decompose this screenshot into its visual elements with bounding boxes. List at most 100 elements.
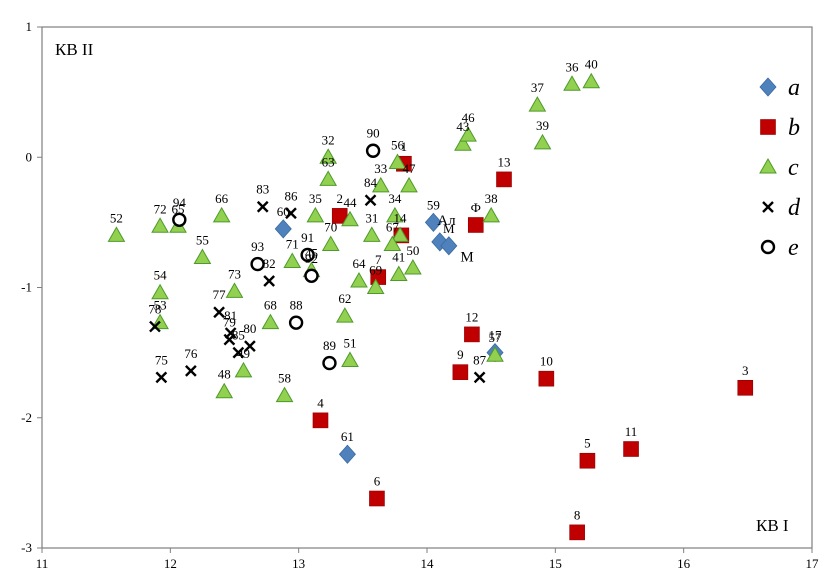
point-label: 79	[223, 315, 236, 330]
point-label: 69	[369, 263, 382, 278]
point-c-68	[261, 313, 280, 330]
legend-label: e	[788, 235, 799, 261]
point-label: 72	[154, 201, 167, 216]
point-c-40	[582, 72, 601, 89]
point-c-70	[321, 235, 340, 252]
point-label: 87	[473, 352, 487, 367]
y-tick-label: 1	[26, 19, 33, 34]
annotation-label: Ал	[437, 213, 456, 229]
point-d-87	[473, 371, 486, 384]
point-b-5	[579, 452, 596, 469]
point-label: 78	[148, 302, 161, 317]
point-label: 82	[263, 256, 276, 271]
point-d-76	[185, 365, 197, 377]
point-label: 36	[566, 59, 580, 74]
point-label: 62	[338, 291, 351, 306]
point-label: 2	[336, 191, 343, 206]
point-b-4	[312, 412, 329, 429]
point-label: 59	[427, 197, 440, 212]
legend-label: a	[788, 75, 800, 101]
point-label: 3	[742, 363, 749, 378]
point-e-88	[288, 315, 304, 330]
point-label: 5	[584, 436, 591, 451]
point-label: 90	[367, 126, 380, 141]
y-axis-title: КВ II	[55, 40, 94, 59]
point-d-79	[223, 333, 236, 346]
point-label: 39	[536, 118, 549, 133]
point-label: 91	[301, 230, 314, 245]
point-label: 34	[388, 191, 402, 206]
point-b-6	[369, 490, 385, 507]
point-c-14	[391, 226, 409, 242]
point-c-47	[400, 176, 418, 193]
point-label: 56	[391, 137, 405, 152]
point-c-67	[383, 235, 402, 252]
point-e-89	[322, 355, 337, 371]
point-label: 13	[498, 154, 511, 169]
point-label: 4	[317, 395, 324, 410]
point-label: 40	[585, 57, 598, 72]
x-axis-title: КВ I	[756, 516, 789, 535]
point-c-51	[341, 351, 359, 367]
point-e-93	[250, 256, 265, 272]
point-c-41	[389, 265, 408, 281]
point-c-52	[107, 226, 126, 242]
point-b-9	[452, 364, 469, 380]
x-tick-label: 13	[292, 556, 305, 571]
point-c-55	[193, 248, 212, 265]
point-c-54	[151, 283, 169, 300]
point-c-72	[151, 217, 169, 233]
point-c-58	[275, 386, 294, 403]
point-label: 92	[305, 251, 318, 266]
point-label: 65	[172, 201, 185, 216]
point-c-66	[212, 206, 231, 223]
point-a-60	[274, 219, 292, 239]
point-label: 50	[406, 243, 419, 258]
point-label: 60	[277, 204, 290, 219]
point-label: 61	[341, 429, 354, 444]
point-label: 35	[309, 191, 322, 206]
point-a-61	[338, 444, 356, 464]
x-tick-label: 15	[549, 556, 562, 571]
point-label: 58	[278, 371, 291, 386]
point-label: 57	[489, 330, 503, 345]
point-d-80	[244, 340, 256, 352]
point-label: 77	[213, 287, 227, 302]
point-e-92	[304, 268, 319, 283]
point-label: 63	[322, 154, 335, 169]
x-tick-label: 16	[677, 556, 691, 571]
point-label: 67	[386, 220, 400, 235]
point-b-11	[623, 441, 639, 457]
point-label: 80	[243, 321, 256, 336]
point-label: 94	[173, 195, 187, 210]
point-label: 46	[462, 110, 476, 125]
point-label: 37	[531, 80, 545, 95]
point-c-48	[215, 382, 234, 399]
y-tick-label: -3	[21, 540, 32, 555]
point-label: 64	[352, 256, 366, 271]
point-b-10	[538, 370, 555, 387]
point-label: 17	[489, 328, 503, 343]
point-label: 73	[228, 266, 241, 281]
point-c-49	[234, 361, 253, 378]
point-c-71	[283, 252, 302, 268]
point-c-73	[225, 282, 244, 298]
point-c-36	[563, 75, 581, 91]
point-label: 48	[218, 367, 231, 382]
legend-marker-b	[760, 119, 776, 135]
point-c-46	[459, 126, 477, 142]
point-label: Ф	[471, 200, 481, 215]
point-label: 31	[365, 210, 378, 225]
point-b-13	[496, 171, 512, 188]
point-b-8	[569, 524, 585, 541]
point-label: 53	[154, 298, 167, 313]
point-label: 55	[196, 233, 209, 248]
point-label: 85	[232, 328, 245, 343]
point-a-59	[424, 212, 442, 232]
point-label: 1	[401, 139, 408, 154]
point-label: 76	[184, 346, 198, 361]
y-tick-label: -2	[21, 410, 32, 425]
point-c-39	[533, 133, 552, 150]
